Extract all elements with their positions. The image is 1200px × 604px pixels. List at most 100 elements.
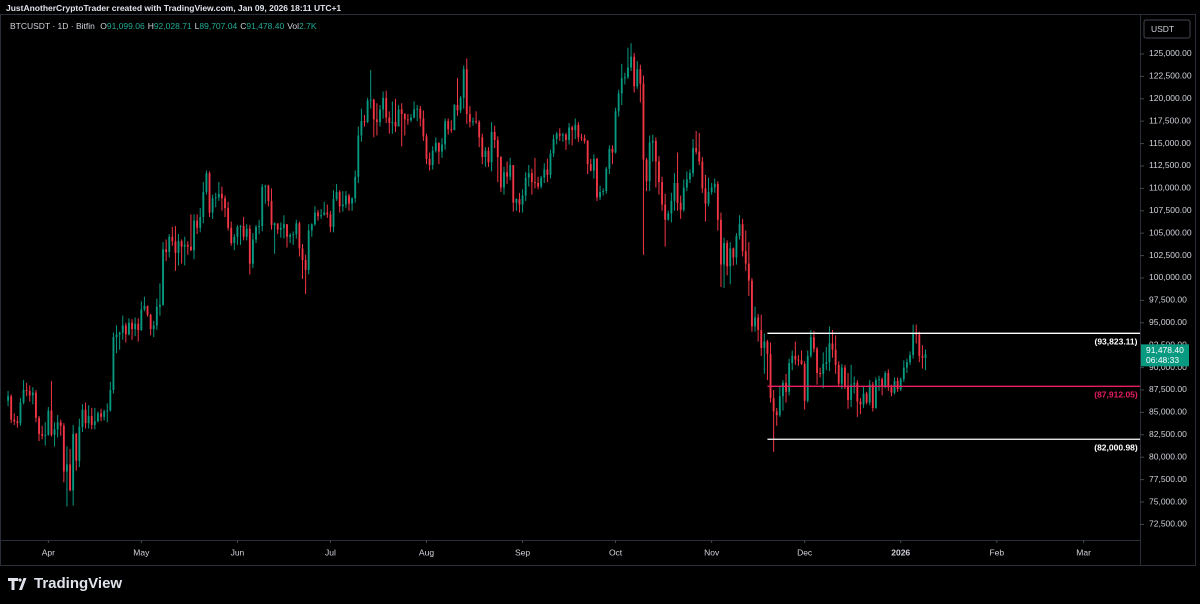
candle-body — [286, 224, 288, 237]
candle-body — [865, 393, 868, 403]
candle-body — [670, 200, 673, 214]
candle-body — [382, 97, 385, 110]
candle-body — [679, 202, 682, 210]
candle-body — [90, 415, 93, 425]
candle-body — [859, 401, 862, 405]
candle-body — [124, 325, 127, 335]
candle-body — [487, 150, 490, 163]
candle-body — [630, 56, 632, 68]
candle-body — [109, 389, 112, 411]
candle-body — [549, 153, 552, 175]
y-tick-label: 125,000.00 — [1149, 48, 1192, 58]
candle-body — [357, 135, 360, 177]
candle-body — [31, 392, 34, 396]
candle-body — [499, 157, 502, 188]
candle-body — [233, 236, 236, 244]
legend-key: L — [194, 21, 200, 31]
candle-body — [769, 354, 772, 399]
candle-body — [115, 334, 118, 338]
candle-body — [354, 176, 357, 199]
candle-body — [837, 364, 840, 384]
candle-body — [639, 69, 642, 84]
candle-body — [611, 148, 614, 153]
candle-body — [44, 434, 47, 436]
y-tick-label: 100,000.00 — [1149, 272, 1192, 282]
candle-body — [819, 372, 822, 374]
candle-body — [707, 191, 710, 204]
candle-body — [180, 241, 183, 247]
candle-body — [190, 246, 192, 251]
candle-body — [627, 67, 629, 78]
legend-key: O — [100, 21, 107, 31]
candle-body — [143, 305, 146, 310]
candle-body — [782, 382, 784, 397]
candle-body — [847, 386, 849, 400]
candle-body — [251, 239, 254, 264]
candle-body — [490, 131, 493, 163]
candle-body — [140, 309, 143, 330]
candle-body — [881, 379, 884, 387]
candle-body — [546, 169, 549, 175]
candle-body — [654, 140, 657, 162]
y-tick-label: 122,500.00 — [1149, 71, 1192, 81]
currency-box[interactable] — [1143, 19, 1191, 39]
candle-body — [577, 124, 580, 138]
x-tick-label: Feb — [989, 547, 1004, 557]
candle-body — [375, 119, 378, 123]
candle-body — [441, 144, 443, 152]
candle-body — [456, 105, 459, 111]
candle-body — [586, 140, 589, 165]
candle-body — [459, 97, 462, 111]
candle-body — [552, 139, 555, 154]
candle-body — [270, 200, 273, 226]
candle-body — [788, 363, 791, 392]
candle-body — [816, 348, 818, 373]
candle-body — [909, 355, 911, 363]
candle-body — [651, 140, 654, 143]
candle-body — [803, 364, 806, 401]
candle-body — [69, 464, 71, 491]
x-tick-label: 2026 — [891, 547, 910, 557]
candle-body — [397, 109, 400, 127]
chart-frame — [0, 14, 1196, 566]
candle-body — [757, 317, 760, 330]
candle-body — [326, 212, 329, 215]
candle-body — [503, 172, 505, 188]
candle-body — [193, 220, 195, 251]
candle-body — [540, 177, 543, 187]
candle-body — [561, 134, 564, 136]
candle-body — [484, 150, 487, 158]
candle-body — [605, 168, 608, 192]
candle-body — [754, 317, 756, 327]
candle-body — [162, 249, 164, 305]
candle-body — [205, 173, 208, 192]
candle-body — [301, 248, 304, 261]
candle-body — [716, 183, 719, 220]
candle-body — [394, 122, 397, 127]
candle-body — [97, 413, 99, 422]
candle-body — [146, 305, 149, 315]
legend-key: C — [240, 21, 247, 31]
candle-body — [437, 142, 440, 152]
candle-body — [341, 204, 344, 207]
candle-body — [599, 191, 601, 198]
y-tick-label: 107,500.00 — [1149, 205, 1192, 215]
candle-body — [84, 409, 87, 424]
candle-body — [741, 224, 744, 252]
candle-body — [713, 183, 716, 188]
candle-body — [763, 341, 766, 348]
candle-body — [912, 332, 915, 356]
candle-body — [425, 136, 428, 159]
candle-body — [537, 183, 540, 187]
candle-body — [165, 249, 168, 252]
candle-body — [797, 359, 800, 361]
candle-body — [620, 78, 623, 94]
candle-body — [323, 212, 326, 216]
x-tick-label: Mar — [1076, 547, 1091, 557]
credit-line: JustAnotherCryptoTrader created with Tra… — [6, 3, 342, 13]
candle-body — [47, 410, 50, 435]
candle-body — [391, 122, 394, 124]
candle-body — [689, 173, 691, 180]
candle-body — [227, 208, 230, 228]
